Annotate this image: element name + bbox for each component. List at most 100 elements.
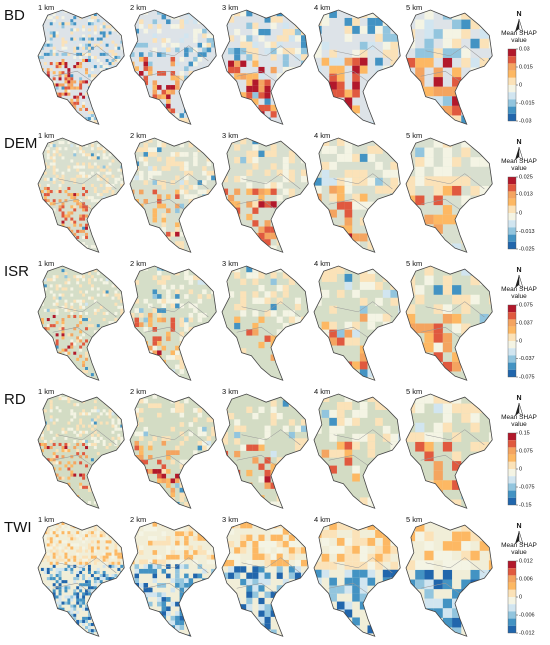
map-cell [99, 464, 103, 468]
map-cell [139, 24, 144, 29]
map-cell [148, 250, 153, 253]
map-cell [79, 348, 83, 352]
map-cell [207, 383, 212, 388]
map-cell [123, 406, 125, 410]
map-cell [64, 589, 68, 593]
map-cell [96, 595, 100, 599]
map-cell [130, 113, 135, 118]
map-cell [85, 290, 88, 294]
map-cell [307, 578, 309, 586]
map-cell [49, 549, 53, 553]
map-cell [184, 175, 189, 181]
map-cell [111, 366, 115, 371]
map-cell [206, 42, 212, 48]
map-cell [148, 403, 153, 409]
map-cell [85, 144, 88, 148]
map-cell [433, 403, 443, 414]
map-cell [117, 598, 121, 602]
map-cell [202, 231, 207, 237]
map-cell [288, 476, 295, 483]
map-cell [90, 607, 94, 611]
map-cell [82, 540, 86, 544]
map-cell [120, 564, 124, 568]
map-cell [166, 127, 171, 132]
map-cell [157, 52, 162, 57]
map-cell [166, 373, 171, 379]
map-cell [252, 22, 259, 29]
map-cell [424, 86, 434, 97]
map-cell [433, 96, 443, 106]
map-cell [352, 553, 360, 562]
map-cell [111, 95, 115, 99]
map-cell [50, 126, 53, 129]
map-cell [375, 249, 383, 253]
colorbar-tick-label: 0.025 [519, 174, 533, 180]
map-cell [252, 547, 259, 554]
map-cell [49, 415, 53, 419]
map-cell [206, 236, 212, 242]
map-cell [382, 394, 391, 402]
map-cell [452, 313, 462, 324]
map-cell [157, 625, 162, 630]
map-cell [206, 245, 212, 251]
map-cell [79, 629, 83, 633]
map-cell [282, 272, 289, 279]
map-cell [329, 209, 337, 218]
map-cell [40, 626, 44, 630]
map-cell [108, 415, 112, 419]
map-cell [352, 473, 360, 482]
map-cell [43, 13, 47, 17]
map-cell [157, 103, 162, 109]
map-cell [90, 427, 94, 431]
map-cell [202, 28, 207, 34]
map-cell [197, 75, 203, 81]
map-cell [46, 373, 50, 377]
map-cell [46, 52, 50, 56]
map-cell [197, 294, 203, 299]
map-cell [70, 144, 74, 148]
map-cell [206, 75, 212, 81]
map-cell [161, 14, 167, 20]
map-cell [264, 476, 271, 483]
map-cell [479, 138, 489, 148]
map-cell [424, 394, 434, 404]
map-cell [58, 363, 62, 367]
map-cell [329, 89, 337, 98]
map-cell [211, 170, 216, 176]
map-cell [90, 144, 94, 148]
map-cell [152, 47, 158, 53]
map-cell [82, 442, 86, 447]
map-cell [99, 28, 103, 32]
map-cell [300, 47, 308, 55]
map-cell [70, 220, 74, 224]
map-cell [300, 438, 308, 445]
map-cell [157, 564, 162, 569]
map-cell [123, 114, 125, 118]
map-cell [240, 444, 247, 451]
map-cell [61, 226, 65, 230]
map-cell [96, 452, 100, 456]
map-cell [85, 339, 88, 343]
map-cell [406, 342, 416, 353]
map-cell [55, 101, 59, 105]
map-cell [288, 431, 295, 439]
map-cell [390, 81, 399, 90]
map-cell [108, 501, 112, 505]
column-label: 1 km [38, 387, 54, 396]
map-cell [58, 153, 62, 157]
map-cell [90, 117, 94, 121]
map-cell [73, 86, 77, 90]
map-cell [252, 156, 259, 164]
colorbar-block [508, 184, 516, 192]
map-cell [96, 114, 100, 118]
map-cell [352, 529, 360, 538]
map-cell [117, 589, 121, 593]
map-cell [197, 231, 203, 237]
map-cell [61, 40, 65, 44]
map-cell [120, 488, 124, 492]
map-cell [82, 43, 86, 47]
map-cell [70, 293, 74, 297]
map-cell [52, 156, 56, 160]
map-cell [206, 108, 212, 114]
map-cell [49, 284, 53, 288]
